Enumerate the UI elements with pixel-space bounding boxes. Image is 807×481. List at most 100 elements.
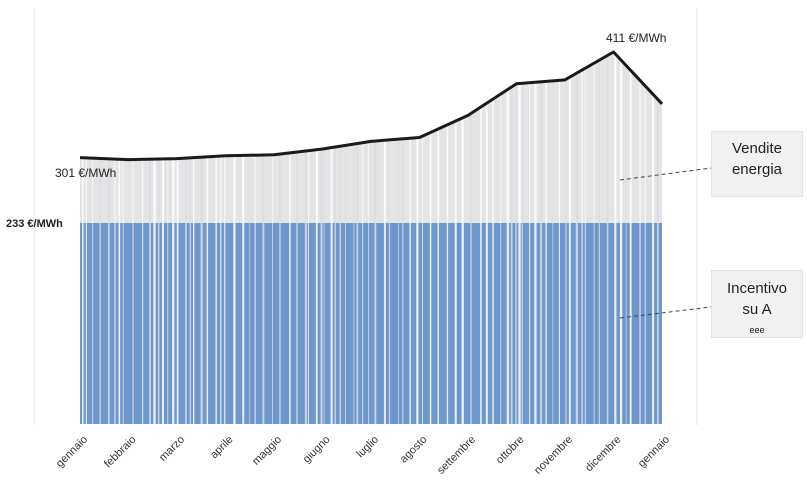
column-separator: [315, 149, 318, 424]
x-tick-label: giugno: [301, 434, 333, 466]
x-tick-label: dicembre: [583, 434, 623, 474]
column-separator: [639, 79, 641, 425]
callout-incentive: Incentivo su A eee: [711, 270, 803, 338]
column-separator: [339, 146, 341, 424]
column-separator: [189, 157, 192, 424]
column-separator: [200, 157, 203, 425]
column-separator: [470, 113, 472, 424]
column-separator: [289, 152, 291, 425]
column-separator: [162, 158, 164, 424]
column-separator: [454, 121, 457, 425]
column-separator: [402, 138, 404, 425]
column-separator: [593, 63, 595, 425]
column-separator: [492, 99, 494, 425]
x-tick-label: marzo: [157, 434, 187, 464]
column-separator: [480, 107, 482, 424]
column-separator: [192, 157, 195, 424]
column-separator: [500, 94, 502, 424]
x-tick-labels: gennaio febbraio marzo aprile maggio giugno lu…: [54, 434, 672, 477]
callout-leader-energy: [619, 167, 712, 181]
x-tick-label: gennaio: [636, 434, 672, 470]
column-separator: [534, 82, 537, 424]
column-separator: [558, 80, 560, 424]
column-separator: [330, 147, 333, 424]
column-separator: [629, 69, 632, 425]
column-separator: [388, 139, 391, 424]
column-separator: [353, 144, 355, 425]
column-separator: [118, 159, 121, 424]
column-separator: [568, 77, 571, 424]
column-separator: [153, 159, 156, 424]
column-separator: [437, 129, 440, 424]
column-separator: [619, 58, 623, 425]
column-separator: [149, 159, 151, 424]
callout-leader-incentive: [619, 306, 712, 319]
column-separator: [99, 158, 101, 424]
column-separator: [545, 81, 547, 425]
column-separator: [157, 159, 160, 424]
column-separator: [368, 141, 369, 424]
column-separator: [242, 155, 245, 425]
column-separator: [167, 158, 169, 424]
labels-layer: 301 €/MWh 411 €/MWh 233 €/MWh: [6, 31, 666, 230]
column-separator: [334, 147, 337, 424]
column-separator: [614, 52, 617, 424]
column-separator: [383, 140, 386, 424]
column-separator: [272, 154, 273, 424]
column-separator: [657, 98, 659, 424]
column-separator: [356, 143, 359, 424]
column-separator: [185, 158, 187, 424]
bars-layer: [80, 52, 662, 425]
column-separator: [565, 79, 567, 424]
column-separator: [296, 152, 298, 424]
column-separator: [308, 150, 309, 424]
start-value-label: 301 €/MWh: [55, 166, 116, 180]
x-tick-label: settembre: [435, 434, 478, 477]
column-separator: [224, 155, 226, 424]
incentive-area: [80, 223, 662, 424]
column-separator: [575, 73, 578, 425]
column-separator: [132, 159, 134, 424]
column-separator: [122, 159, 124, 424]
column-separator: [506, 90, 510, 424]
column-separator: [652, 93, 655, 424]
callout-energy-line1: Vendite: [731, 140, 783, 157]
column-separator: [107, 158, 110, 424]
column-separator: [422, 136, 424, 424]
column-separator: [510, 87, 513, 425]
column-separator: [320, 149, 323, 424]
column-separator: [529, 82, 531, 424]
column-separator: [644, 85, 646, 425]
column-separator: [552, 80, 554, 424]
x-tick-label: gennaio: [54, 434, 90, 470]
callout-energy-sales: Vendite energia: [711, 131, 803, 197]
column-separator: [515, 84, 517, 425]
column-separator: [416, 137, 419, 424]
column-separator: [249, 155, 250, 424]
column-separator: [518, 83, 521, 424]
column-separator: [598, 60, 600, 425]
x-tick-label: maggio: [250, 434, 284, 468]
column-separator: [625, 65, 627, 424]
column-separator: [85, 157, 87, 424]
callout-incentive-prefix: su A: [742, 301, 772, 318]
column-separator: [114, 159, 116, 425]
column-separator: [92, 158, 94, 424]
column-separator: [220, 156, 222, 424]
column-separator: [540, 81, 543, 424]
callout-incentive-subscript: eee: [749, 325, 765, 335]
energy-sales-area: [80, 52, 662, 223]
column-separator: [176, 158, 179, 424]
peak-value-label: 411 €/MWh: [606, 31, 666, 45]
column-separator: [142, 159, 144, 424]
column-separator: [461, 118, 464, 425]
column-separator: [344, 145, 346, 424]
column-separator: [584, 68, 586, 424]
column-separator: [233, 155, 236, 424]
column-separator: [409, 138, 411, 425]
column-separator: [279, 154, 281, 425]
x-tick-label: febbraio: [102, 434, 139, 471]
column-separator: [262, 155, 265, 424]
x-tick-label: novembre: [532, 434, 575, 477]
